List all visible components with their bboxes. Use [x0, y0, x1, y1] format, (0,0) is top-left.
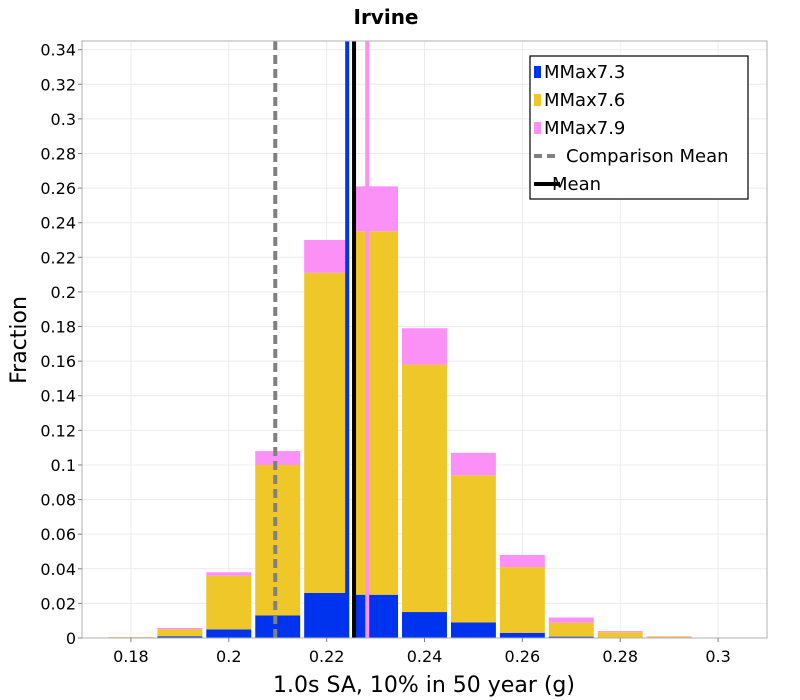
legend-swatch-mmax7-3: [534, 66, 541, 78]
bar-mmax7-3-bin-4: [304, 593, 350, 638]
bar-mmax7-3-bin-9: [548, 636, 594, 638]
bar-mmax7-6-bin-11: [646, 636, 692, 638]
y-tick-label: 0.12: [40, 421, 76, 440]
bar-mmax7-9-bin-6: [402, 328, 447, 365]
bar-mmax7-3-bin-3: [255, 615, 301, 638]
legend-box: [529, 55, 749, 200]
bar-mmax7-6-bin-1: [157, 629, 203, 637]
mean-lines: [273, 41, 370, 638]
bar-mmax7-3-bin-1: [157, 636, 203, 638]
bar-mmax7-3-bin-5: [353, 594, 399, 638]
y-tick-label: 0.16: [40, 352, 76, 371]
bar-mmax7-3-bin-7: [450, 622, 496, 638]
bar-mmax7-9-bin-10: [597, 631, 643, 633]
legend-label-mmax7-3: MMax7.3: [544, 62, 625, 83]
bar-mmax7-3-bin-6: [402, 612, 447, 638]
legend-swatch-mmax7-9: [534, 122, 541, 134]
y-tick-label: 0.34: [40, 41, 76, 60]
bar-mmax7-6-bin-7: [450, 475, 496, 623]
x-axis-label: 1.0s SA, 10% in 50 year (g): [273, 673, 575, 698]
bar-mmax7-6-bin-2: [206, 575, 252, 630]
y-axis-label: Fraction: [7, 296, 32, 384]
x-tick-label: 0.3: [705, 647, 730, 666]
legend-label-mmax7-6: MMax7.6: [544, 90, 625, 111]
y-tick-label: 0.18: [40, 318, 76, 337]
bar-mmax7-6-bin-9: [548, 622, 594, 637]
y-axis-ticks: 0 0.02 0.04 0.06 0.08 0.1 0.12 0.14 0.16 0.18 0.2 0…: [40, 41, 82, 648]
legend-label-mmax7-9: MMax7.9: [544, 118, 625, 139]
bar-mmax7-9-bin-4: [304, 240, 350, 273]
y-tick-label: 0.22: [40, 248, 76, 267]
x-tick-label: 0.26: [505, 647, 541, 666]
bar-mmax7-9-bin-7: [450, 452, 496, 476]
bar-mmax7-6-bin-5: [353, 231, 399, 595]
bars-group: [108, 186, 692, 638]
chart-title: Irvine: [354, 5, 419, 29]
bar-mmax7-3-bin-2: [206, 629, 252, 638]
bar-mmax7-9-bin-8: [499, 554, 545, 568]
y-tick-label: 0.06: [40, 525, 76, 544]
bar-mmax7-6-bin-4: [304, 272, 350, 594]
bar-mmax7-9-bin-1: [157, 627, 203, 630]
y-tick-label: 0: [66, 629, 76, 648]
bar-mmax7-9-bin-5: [353, 186, 399, 232]
bar-mmax7-6-bin-6: [402, 364, 447, 613]
x-axis-ticks: 0.18 0.2 0.22 0.24 0.26 0.28 0.3: [113, 638, 731, 666]
y-tick-label: 0.26: [40, 179, 76, 198]
y-tick-label: 0.02: [40, 594, 76, 613]
y-tick-label: 0.04: [40, 560, 76, 579]
legend-label-mean: Mean: [552, 174, 601, 195]
y-tick-label: 0.28: [40, 144, 76, 163]
bar-mmax7-6-bin-3: [255, 464, 301, 616]
bar-mmax7-9-bin-9: [548, 617, 594, 623]
x-tick-label: 0.24: [407, 647, 443, 666]
bar-mmax7-9-bin-2: [206, 572, 252, 576]
y-tick-label: 0.08: [40, 491, 76, 510]
x-tick-label: 0.18: [113, 647, 149, 666]
bar-mmax7-3-bin-8: [499, 632, 545, 638]
x-tick-label: 0.28: [602, 647, 638, 666]
y-tick-label: 0.24: [40, 214, 76, 233]
y-tick-label: 0.14: [40, 387, 76, 406]
legend-label-comparison-mean: Comparison Mean: [566, 146, 729, 167]
y-tick-label: 0.2: [51, 283, 76, 302]
legend: MMax7.3 MMax7.6 MMax7.9 Comparison Mean Mean: [529, 55, 749, 200]
bar-mmax7-9-bin-3: [255, 451, 301, 465]
legend-swatch-mmax7-6: [534, 94, 541, 106]
bar-mmax7-6-bin-8: [499, 567, 545, 633]
bar-mmax7-6-bin-10: [597, 632, 643, 638]
y-tick-label: 0.32: [40, 75, 76, 94]
x-tick-label: 0.2: [216, 647, 241, 666]
y-tick-label: 0.1: [51, 456, 76, 475]
y-tick-label: 0.3: [51, 110, 76, 129]
x-tick-label: 0.22: [309, 647, 345, 666]
